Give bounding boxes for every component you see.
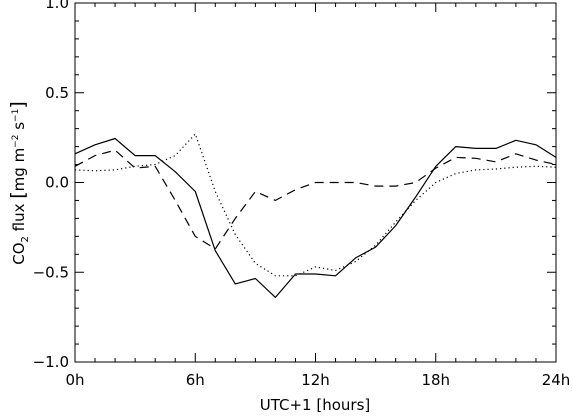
- y-tick-label: −1.0: [33, 353, 69, 371]
- x-tick-label: 12h: [301, 371, 330, 389]
- y-tick-label: 1.0: [45, 0, 69, 12]
- axis-ticks: [74, 2, 557, 363]
- series-lines: [74, 133, 557, 298]
- x-tick-label: 6h: [186, 371, 205, 389]
- x-tick-label: 0h: [65, 371, 84, 389]
- x-tick-labels: 0h 6h 12h 18h 24h: [65, 371, 570, 389]
- series-line-solid: [74, 137, 557, 298]
- series-line-dashed: [74, 149, 557, 250]
- x-tick-label: 24h: [542, 371, 571, 389]
- y-axis-label: CO2 flux [mg m−2 s−1]: [7, 101, 31, 265]
- y-tick-labels: −1.0 −0.5 0.0 0.5 1.0: [33, 0, 69, 371]
- y-tick-label: 0.0: [45, 174, 69, 192]
- y-tick-label: 0.5: [45, 84, 69, 102]
- series-line-dotted: [74, 133, 557, 277]
- x-axis-label: UTC+1 [hours]: [260, 396, 371, 414]
- x-tick-label: 18h: [421, 371, 450, 389]
- y-tick-label: −0.5: [33, 263, 69, 281]
